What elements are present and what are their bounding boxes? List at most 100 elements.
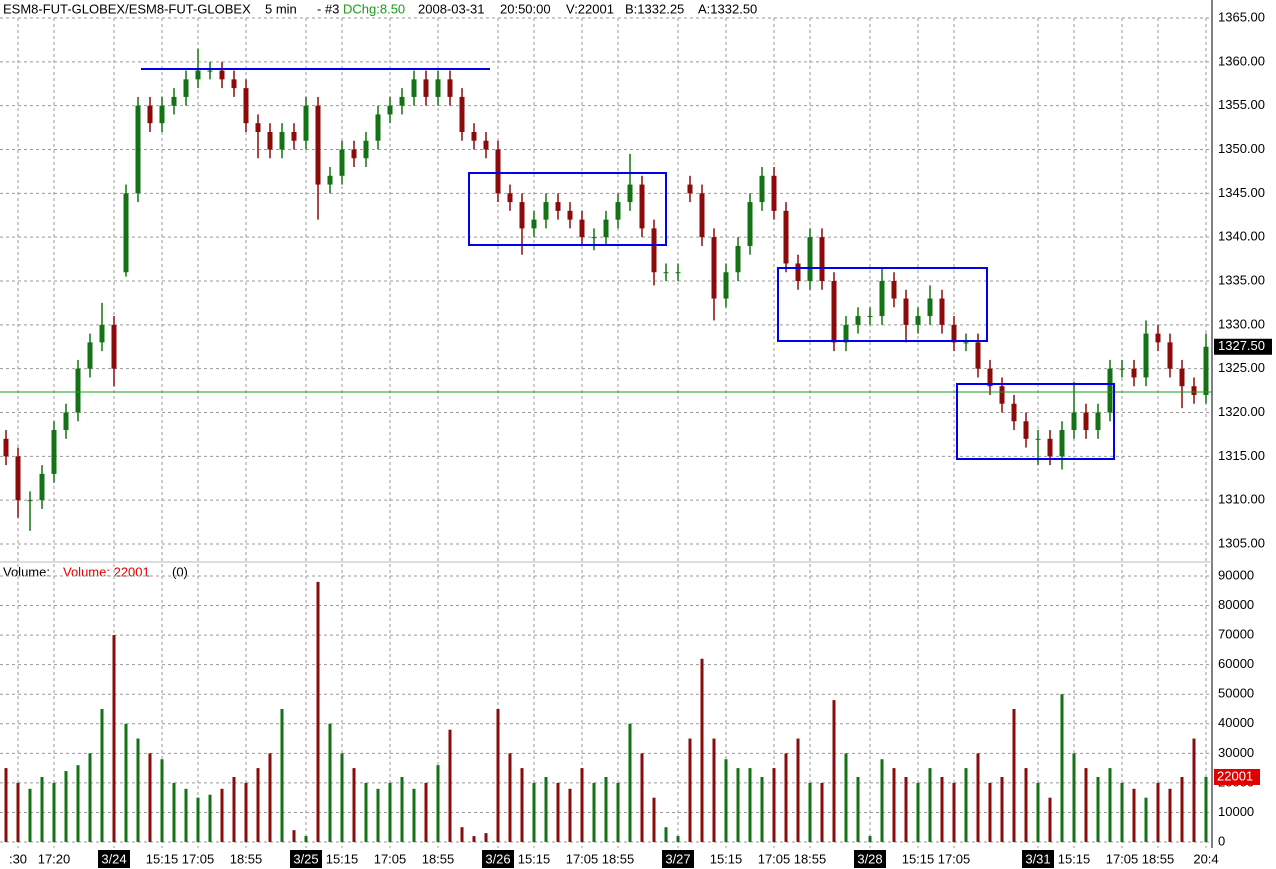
volume-bar <box>1048 797 1052 842</box>
volume-bar <box>628 723 632 842</box>
candle-body <box>903 298 909 325</box>
annotation-box <box>468 172 667 246</box>
volume-bar <box>148 753 152 842</box>
day-label: 3/31 <box>1025 851 1050 866</box>
candle-body <box>795 263 801 281</box>
candle-body <box>387 105 393 115</box>
x-tick-label: 18:55 <box>230 851 263 866</box>
volume-bar <box>976 753 980 842</box>
y-tick-label: 10000 <box>1218 804 1254 819</box>
volume-bar <box>544 776 548 842</box>
y-tick-label: 1360.00 <box>1218 53 1265 68</box>
y-tick-label: 1345.00 <box>1218 185 1265 200</box>
candle-body <box>711 237 717 299</box>
y-tick-label: 1305.00 <box>1218 535 1265 550</box>
candle-body <box>747 202 753 246</box>
volume-bar <box>40 776 44 842</box>
candle-body <box>483 140 489 150</box>
last-price-label: 1327.50 <box>1218 338 1265 353</box>
volume-bar <box>172 782 176 842</box>
volume-bar <box>208 794 212 842</box>
candle-body <box>231 79 237 89</box>
last-price-box <box>1214 338 1272 355</box>
candle-body <box>495 149 501 194</box>
volume-bar <box>604 776 608 842</box>
candle-body <box>447 79 453 97</box>
candle-body <box>291 131 297 141</box>
volume-bar <box>796 738 800 842</box>
day-label: 3/28 <box>857 851 882 866</box>
volume-bar <box>856 776 860 842</box>
date: 2008-03-31 <box>418 1 485 16</box>
y-tick-label: 1355.00 <box>1218 97 1265 112</box>
candle-body <box>3 438 9 457</box>
volume-bar <box>124 723 128 842</box>
volume-bar <box>340 753 344 842</box>
candle-body <box>603 219 609 238</box>
volume-bar <box>472 836 476 842</box>
volume-bar <box>820 782 824 842</box>
volume-bar <box>652 797 656 842</box>
y-tick-label: 70000 <box>1218 627 1254 642</box>
volume-bar <box>1000 776 1004 842</box>
candle-body <box>279 131 285 150</box>
candle-body <box>831 281 837 343</box>
day-label: 3/25 <box>293 851 318 866</box>
volume-bar <box>1120 782 1124 842</box>
volume-bar <box>844 753 848 842</box>
candle-body <box>1083 412 1089 431</box>
annotations <box>0 68 1212 460</box>
candle-body <box>531 219 537 229</box>
candle-body <box>1191 386 1197 395</box>
volume-bar <box>1024 768 1028 842</box>
candle-body <box>879 281 885 317</box>
header: ESM8-FUT-GLOBEX/ESM8-FUT-GLOBEX 5 min - … <box>3 1 757 579</box>
candle-body <box>435 79 441 97</box>
symbol: ESM8-FUT-GLOBEX/ESM8-FUT-GLOBEX <box>3 1 251 16</box>
volume-bar <box>376 788 380 842</box>
candle-body <box>543 202 549 220</box>
volume-bar <box>1156 782 1160 842</box>
x-tick-label: 18:55 <box>602 851 635 866</box>
candle-body <box>507 193 513 203</box>
volume-bar <box>1168 788 1172 842</box>
candle-body <box>1167 342 1173 369</box>
candle-body <box>471 131 477 141</box>
x-tick-label: 17:05 <box>182 851 215 866</box>
volume-bar <box>496 709 500 842</box>
volume-bar <box>28 788 32 842</box>
volume-bar <box>676 836 680 842</box>
candle-body <box>891 281 897 299</box>
candle-body <box>939 298 945 325</box>
candle-body <box>1071 412 1077 431</box>
volume-bar <box>256 768 260 842</box>
candle-body <box>627 184 633 203</box>
volume-bar <box>388 782 392 842</box>
candle-body <box>339 149 345 176</box>
candle-body <box>1095 412 1101 431</box>
candle-body <box>195 70 201 80</box>
candle-body <box>675 272 681 274</box>
volume-bar <box>928 768 932 842</box>
candle-body <box>999 386 1005 404</box>
volume-bar <box>1060 694 1064 842</box>
candle-body <box>1107 368 1113 413</box>
volume-bar <box>1144 797 1148 842</box>
volume-bar <box>892 768 896 842</box>
candle-body <box>639 184 645 229</box>
x-tick-label: 15:15 <box>146 851 179 866</box>
y-tick-label: 0 <box>1218 833 1225 848</box>
volume-text: V:22001 <box>566 1 614 16</box>
volume-bar <box>196 797 200 842</box>
x-tick-label: 15:15 <box>902 851 935 866</box>
volume-legend: Volume: 22001 <box>63 564 150 579</box>
volume-bar <box>712 738 716 842</box>
candle-body <box>1179 368 1185 387</box>
x-tick-label: 17:05 <box>1106 851 1139 866</box>
bid: B:1332.25 <box>625 1 684 16</box>
x-tick-label: 15:15 <box>326 851 359 866</box>
candle-body <box>567 210 573 220</box>
